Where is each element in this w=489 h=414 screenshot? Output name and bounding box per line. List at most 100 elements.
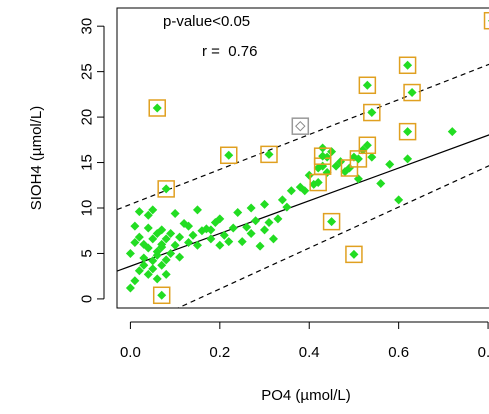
upper-prediction-line bbox=[117, 63, 489, 211]
data-point bbox=[331, 161, 341, 171]
data-point bbox=[367, 152, 377, 162]
data-point bbox=[184, 238, 194, 248]
data-point bbox=[125, 248, 135, 258]
data-point bbox=[394, 195, 404, 205]
data-point bbox=[143, 210, 153, 220]
data-point bbox=[139, 253, 149, 263]
data-point bbox=[228, 223, 238, 233]
data-point bbox=[282, 202, 292, 212]
data-point bbox=[215, 240, 225, 250]
x-tick-label: 0.0 bbox=[120, 344, 141, 361]
data-point bbox=[130, 238, 140, 248]
data-point bbox=[152, 250, 162, 260]
data-point bbox=[125, 283, 135, 293]
plot-frame bbox=[116, 7, 489, 309]
data-points bbox=[125, 11, 489, 305]
data-point bbox=[170, 208, 180, 218]
data-point bbox=[264, 218, 274, 228]
data-point bbox=[447, 127, 457, 137]
y-tick-label: 0 bbox=[79, 295, 96, 303]
data-point bbox=[134, 232, 144, 242]
annotation-pvalue: p-value<0.05 bbox=[163, 13, 250, 30]
outlier-box bbox=[220, 146, 238, 165]
outlier-box bbox=[152, 286, 171, 305]
outlier-box bbox=[148, 99, 166, 117]
data-point bbox=[304, 170, 314, 180]
outlier-box bbox=[157, 180, 175, 198]
y-tick-label: 30 bbox=[79, 18, 96, 35]
data-point bbox=[157, 225, 167, 235]
data-point bbox=[134, 266, 144, 276]
axes: 0 5 10 15 20 25 30 0.0 0.2 0.4 0.6 0.8 bbox=[79, 18, 489, 361]
data-point bbox=[246, 228, 256, 238]
outlier-box bbox=[349, 150, 368, 168]
outlier-box bbox=[403, 83, 421, 102]
data-point bbox=[206, 234, 216, 244]
highlighted-point bbox=[353, 154, 363, 164]
highlighted-point bbox=[349, 249, 359, 259]
data-point bbox=[166, 248, 176, 258]
fit-lines bbox=[117, 63, 489, 308]
data-point bbox=[143, 243, 153, 253]
data-point bbox=[184, 221, 194, 231]
data-point bbox=[148, 234, 158, 244]
highlighted-point bbox=[161, 184, 171, 194]
data-point bbox=[148, 256, 158, 266]
highlighted-point bbox=[407, 88, 417, 98]
data-point bbox=[376, 178, 386, 188]
data-point bbox=[143, 269, 153, 279]
highlighted-point bbox=[403, 127, 413, 137]
regression-line bbox=[117, 134, 489, 272]
data-point bbox=[215, 214, 225, 224]
highlighted-point bbox=[152, 103, 162, 113]
outlier-box bbox=[363, 103, 381, 122]
x-tick-label: 0.8 bbox=[478, 344, 489, 361]
highlighted-point bbox=[327, 217, 337, 227]
y-tick-label: 10 bbox=[79, 200, 96, 217]
data-point bbox=[175, 232, 185, 242]
x-tick-label: 0.2 bbox=[209, 344, 230, 361]
annotation-r: r = 0.76 bbox=[202, 43, 257, 60]
highlighted-point bbox=[362, 140, 372, 150]
highlighted-point bbox=[318, 151, 328, 161]
data-point bbox=[233, 208, 243, 218]
outlier-box bbox=[398, 122, 417, 141]
data-point bbox=[157, 260, 167, 270]
data-point bbox=[143, 223, 153, 233]
x-tick-label: 0.6 bbox=[388, 344, 409, 361]
data-point bbox=[219, 230, 229, 240]
highlighted-point bbox=[344, 163, 354, 173]
highlighted-point bbox=[313, 178, 323, 188]
data-point bbox=[206, 225, 216, 235]
data-point bbox=[130, 276, 140, 286]
data-point bbox=[260, 199, 270, 209]
flagged-box bbox=[291, 117, 310, 135]
x-axis-label: PO4 (µmol/L) bbox=[261, 387, 351, 404]
y-axis-label: SIOH4 (µmol/L) bbox=[28, 106, 45, 211]
outlier-box bbox=[398, 56, 417, 75]
data-point bbox=[273, 214, 283, 224]
data-point bbox=[327, 147, 337, 157]
outlier-box bbox=[358, 76, 377, 95]
x-tick-label: 0.4 bbox=[299, 344, 320, 361]
highlighted-point bbox=[367, 108, 377, 118]
data-point bbox=[148, 264, 158, 274]
data-point bbox=[192, 205, 202, 215]
y-tick-label: 15 bbox=[79, 154, 96, 171]
lower-prediction-line bbox=[176, 165, 489, 308]
outlier-box bbox=[260, 145, 278, 164]
data-point bbox=[152, 274, 162, 284]
data-point bbox=[170, 240, 180, 250]
outlier-box bbox=[483, 11, 489, 30]
y-tick-label: 5 bbox=[79, 249, 96, 257]
data-point bbox=[260, 225, 270, 235]
data-point bbox=[161, 269, 171, 279]
y-tick-label: 25 bbox=[79, 63, 96, 80]
flagged-point bbox=[295, 120, 306, 132]
data-point bbox=[161, 234, 171, 244]
data-point bbox=[188, 230, 198, 240]
data-point bbox=[268, 234, 278, 244]
data-point bbox=[286, 186, 296, 196]
outlier-box bbox=[313, 147, 332, 165]
